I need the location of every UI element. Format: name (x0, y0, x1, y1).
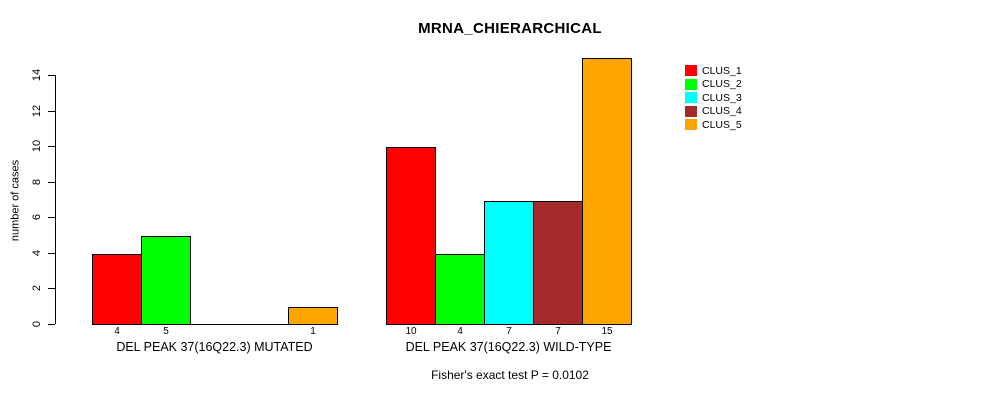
bar-clus_5 (582, 58, 632, 325)
legend-item: CLUS_1 (685, 64, 742, 77)
y-tick-label: 2 (31, 284, 43, 292)
bar-zero-line (239, 324, 289, 325)
legend-item: CLUS_4 (685, 105, 742, 117)
y-tick-label: 0 (31, 320, 43, 328)
y-tick-label: 10 (31, 139, 43, 153)
legend-label: CLUS_2 (702, 78, 742, 90)
y-axis-tick (48, 111, 55, 112)
chart-title: MRNA_CHIERARCHICAL (418, 20, 602, 37)
y-axis-line (55, 75, 56, 324)
bar-value-label: 4 (114, 326, 120, 337)
legend-item: CLUS_2 (685, 78, 742, 90)
legend-label: CLUS_5 (702, 118, 742, 131)
bar-clus_2 (435, 254, 485, 325)
bar-clus_3 (484, 201, 534, 325)
bar-value-label: 5 (163, 326, 169, 337)
bar-value-label: 7 (506, 326, 512, 337)
bar-clus_1 (92, 254, 142, 325)
legend-label: CLUS_3 (702, 91, 742, 104)
legend-swatch-icon (685, 119, 697, 130)
bar-value-label: 10 (405, 326, 417, 337)
bar-clus_2 (141, 236, 191, 325)
y-axis-tick (48, 217, 55, 218)
y-axis-tick (48, 324, 55, 325)
bar-zero-line (190, 324, 240, 325)
legend-swatch-icon (685, 78, 697, 90)
legend: CLUS_1 CLUS_2 CLUS_3 CLUS_4 CLUS_5 (685, 65, 742, 133)
y-tick-label: 14 (31, 68, 43, 82)
bar-clus_1 (386, 147, 436, 325)
group-label: DEL PEAK 37(16Q22.3) MUTATED (116, 340, 313, 354)
legend-label: CLUS_1 (702, 64, 742, 77)
y-axis-title: number of cases (9, 159, 22, 242)
bar-value-label: 4 (457, 326, 463, 337)
legend-swatch-icon (685, 105, 697, 117)
y-axis-tick (48, 75, 55, 76)
bar-clus_5 (288, 307, 338, 325)
y-tick-label: 6 (31, 213, 43, 221)
y-tick-label: 8 (31, 178, 43, 186)
legend-swatch-icon (685, 65, 697, 76)
bar-clus_4 (533, 201, 583, 325)
legend-item: CLUS_5 (685, 118, 742, 131)
bar-value-label: 7 (555, 326, 561, 337)
y-axis-tick (48, 146, 55, 147)
y-axis-tick (48, 253, 55, 254)
y-tick-label: 4 (31, 249, 43, 257)
y-tick-label: 12 (31, 104, 43, 118)
legend-label: CLUS_4 (702, 105, 742, 117)
y-axis-tick (48, 288, 55, 289)
bar-value-label: 1 (310, 326, 316, 337)
legend-swatch-icon (685, 92, 697, 103)
legend-item: CLUS_3 (685, 91, 742, 104)
bar-value-label: 15 (601, 326, 613, 337)
annotation-text: Fisher's exact test P = 0.0102 (431, 368, 589, 382)
group-label: DEL PEAK 37(16Q22.3) WILD-TYPE (405, 340, 612, 354)
y-axis-tick (48, 182, 55, 183)
